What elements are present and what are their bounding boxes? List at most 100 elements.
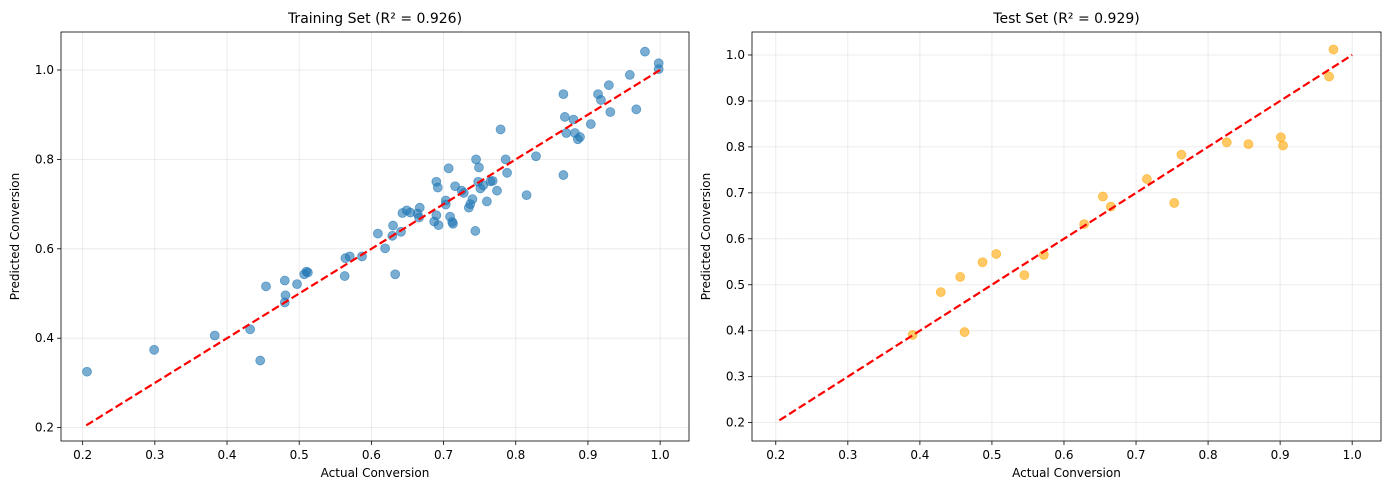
chart-title: Test Set (R² = 0.929) [992, 11, 1139, 27]
data-point [1097, 191, 1108, 202]
data-point [390, 269, 401, 280]
data-point [487, 175, 498, 186]
y-axis-label: Predicted Conversion [699, 173, 713, 300]
x-tick-label: 0.2 [73, 448, 92, 462]
data-point [605, 107, 616, 117]
data-point [531, 151, 541, 162]
data-point [344, 251, 355, 262]
data-point [991, 249, 1002, 259]
data-point [245, 324, 256, 335]
y-tick-label: 1.0 [726, 48, 745, 62]
x-tick-label: 0.3 [838, 448, 857, 462]
y-tick-label: 0.2 [35, 421, 54, 435]
x-axis-label: Actual Conversion [1012, 466, 1121, 480]
data-point [149, 344, 160, 355]
data-point [470, 226, 481, 236]
data-point [448, 218, 458, 229]
data-point [1278, 140, 1288, 151]
x-tick-label: 0.7 [434, 448, 453, 462]
chart-panel-1: 0.2 0.3 0.4 0.5 0.6 0.7 0.8 0.9 1.0 0.2 0.4 0.6 0.8 1… [8, 11, 690, 480]
data-point [431, 210, 442, 221]
data-point [458, 188, 469, 198]
y-axis-label: Predicted Conversion [8, 173, 22, 300]
data-point [492, 185, 502, 196]
data-point [955, 272, 966, 282]
data-point [502, 167, 512, 178]
x-tick-label: 0.3 [145, 448, 164, 462]
data-point [414, 202, 425, 213]
x-tick-label: 0.9 [1271, 448, 1290, 462]
data-point [388, 220, 398, 231]
reference-line [778, 54, 1353, 422]
y-tick-label: 0.8 [726, 140, 745, 154]
y-tick-label: 1.0 [35, 63, 54, 77]
data-point [558, 170, 569, 180]
x-tick-label: 0.9 [578, 448, 597, 462]
scatter-points [907, 44, 1339, 340]
data-point [481, 196, 492, 207]
data-point [339, 271, 350, 281]
data-point [280, 290, 291, 301]
x-tick-label: 1.0 [651, 448, 670, 462]
data-point [255, 355, 266, 366]
data-point [959, 327, 970, 337]
y-tick-label: 0.5 [726, 278, 745, 292]
y-tick-label: 0.8 [35, 152, 54, 166]
y-tick-label: 0.9 [726, 94, 745, 108]
y-tick-label: 0.4 [726, 324, 745, 338]
grid [752, 32, 1381, 441]
data-point [977, 257, 988, 268]
x-tick-label: 0.6 [1054, 448, 1073, 462]
data-point [596, 95, 606, 105]
data-point [561, 128, 572, 138]
data-point [640, 46, 650, 57]
x-tick-label: 0.8 [506, 448, 525, 462]
x-tick-label: 0.6 [362, 448, 381, 462]
data-point [1243, 139, 1254, 150]
axes-frame [751, 31, 1382, 442]
x-tick-label: 0.8 [1199, 448, 1218, 462]
y-tick-label: 0.6 [726, 232, 745, 246]
data-point [585, 119, 596, 129]
x-tick-label: 0.5 [982, 448, 1001, 462]
data-point [575, 132, 585, 142]
data-point [302, 267, 313, 278]
data-point [624, 70, 635, 80]
data-point [279, 275, 290, 286]
x-tick-label: 0.5 [290, 448, 309, 462]
data-point [521, 190, 532, 201]
data-point [631, 104, 642, 115]
data-point [471, 154, 481, 165]
chart-panel-2: 0.2 0.3 0.4 0.5 0.6 0.7 0.8 0.9 1.0 0.2 0.3 0.4 0.5 0… [699, 11, 1382, 480]
data-point [432, 182, 443, 193]
x-tick-label: 0.4 [910, 448, 929, 462]
x-tick-label: 0.2 [766, 448, 785, 462]
x-tick-label: 0.7 [1126, 448, 1145, 462]
data-point [558, 89, 569, 100]
data-point [500, 154, 511, 165]
data-point [1019, 270, 1030, 281]
data-point [1324, 71, 1335, 82]
y-tick-label: 0.3 [726, 370, 745, 384]
data-point [292, 279, 302, 290]
data-point [603, 80, 614, 91]
axes-frame [60, 31, 690, 442]
data-point [261, 281, 271, 292]
data-point [1169, 198, 1180, 208]
data-point [443, 163, 454, 174]
reference-line [85, 69, 661, 427]
data-point [82, 366, 92, 377]
y-tick-label: 0.4 [35, 331, 54, 345]
data-point [433, 220, 444, 231]
data-point [474, 162, 484, 173]
x-tick-label: 0.4 [217, 448, 236, 462]
data-point [935, 287, 946, 298]
x-tick-label: 1.0 [1343, 448, 1362, 462]
y-tick-label: 0.7 [726, 186, 745, 200]
grid [61, 32, 689, 441]
x-axis-label: Actual Conversion [321, 466, 430, 480]
data-point [1176, 149, 1187, 160]
data-point [209, 330, 220, 341]
data-point [1328, 44, 1339, 55]
